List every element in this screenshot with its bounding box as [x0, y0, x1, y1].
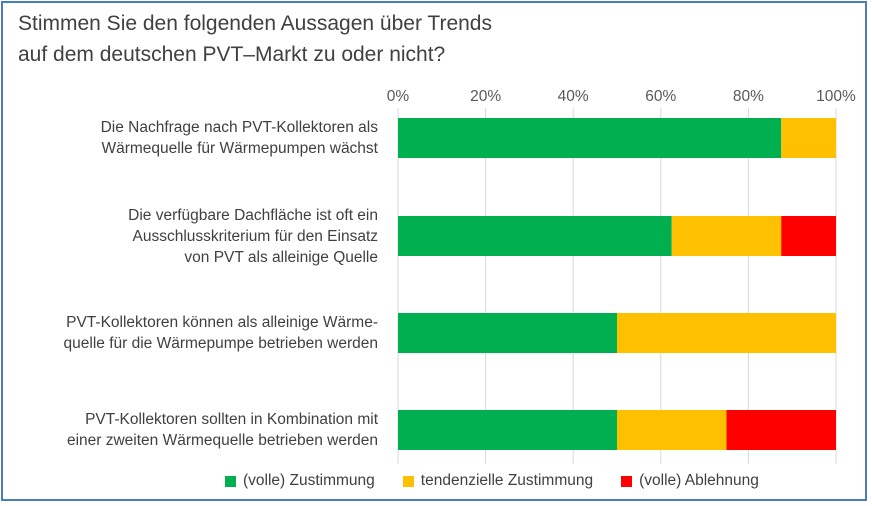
bar-segment: [726, 410, 836, 450]
legend-label: tendenzielle Zustimmung: [420, 472, 594, 489]
bar-segment: [398, 118, 782, 158]
bar-segment: [781, 216, 836, 256]
legend-label: (volle) Zustimmung: [243, 472, 375, 489]
legend-item: (volle) Zustimmung: [225, 472, 375, 490]
category-label: PVT-Kollektoren können als alleinige Wär…: [63, 314, 378, 352]
legend-swatch: [621, 475, 633, 487]
bar-segment: [671, 216, 782, 256]
x-tick-label: 0%: [387, 88, 410, 105]
bar-segment: [781, 118, 836, 158]
category-label: PVT-Kollektoren sollten in Kombination m…: [66, 411, 378, 449]
category-label: Die verfügbare Dachfläche ist oft ein Au…: [128, 206, 378, 266]
x-tick-label: 60%: [645, 88, 676, 105]
legend: (volle) Zustimmung tendenzielle Zustimmun…: [225, 472, 759, 490]
category-label: Die Nachfrage nach PVT-Kollektoren als W…: [100, 119, 378, 157]
x-tick-label: 40%: [558, 88, 589, 105]
chart-title: Stimmen Sie den folgenden Aussagen über …: [18, 12, 492, 66]
x-tick-label: 100%: [816, 88, 856, 105]
legend-item: (volle) Ablehnung: [621, 472, 759, 490]
x-tick-label: 80%: [733, 88, 764, 105]
legend-label: (volle) Ablehnung: [639, 472, 759, 489]
bar-segment: [617, 410, 727, 450]
legend-swatch: [402, 475, 414, 487]
bar-segment: [398, 216, 672, 256]
legend-swatch: [225, 475, 236, 487]
x-tick-label: 20%: [470, 88, 501, 105]
bar-segment: [617, 313, 836, 353]
bar-segment: [398, 410, 617, 450]
bar-segment: [398, 313, 617, 353]
legend-item: tendenzielle Zustimmung: [402, 472, 594, 490]
